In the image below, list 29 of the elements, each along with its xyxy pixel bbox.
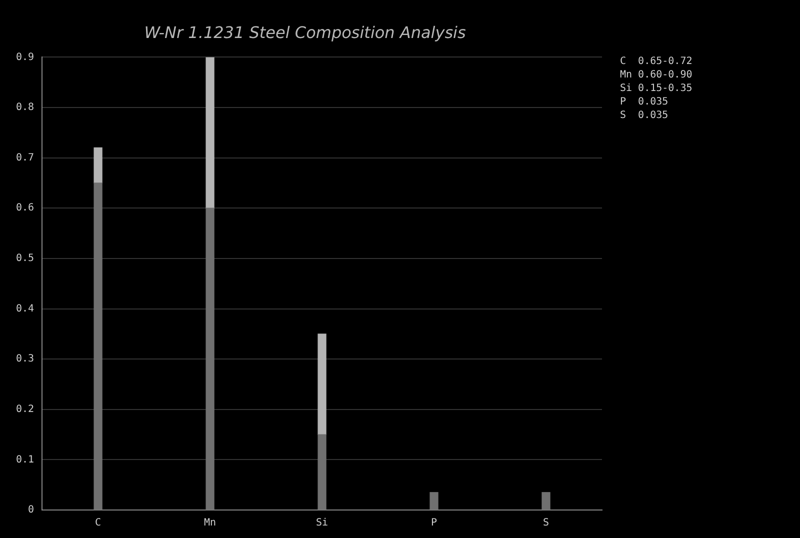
text: Mn 0.60-0.90 — [620, 69, 692, 80]
y-tick-label: 0.1 — [16, 454, 34, 466]
text: C 0.65-0.72 — [620, 56, 692, 67]
chart-title: W-Nr 1.1231 Steel Composition Analysis — [144, 22, 466, 42]
bar — [206, 57, 214, 208]
text: P 0.035 — [620, 96, 668, 108]
y-tick-label: 0.4 — [16, 303, 34, 314]
x-tick-label: Mn — [204, 518, 216, 529]
bar — [542, 492, 550, 510]
y-tick-label: 0.6 — [16, 202, 34, 214]
text: Si 0.15-0.35 — [620, 82, 692, 94]
x-tick-label: S — [542, 518, 550, 529]
x-tick-label: P — [431, 518, 438, 529]
bar — [94, 182, 102, 510]
bar — [318, 334, 326, 435]
bar — [206, 208, 214, 510]
bar — [430, 492, 438, 510]
y-tick-label: 0.2 — [16, 404, 34, 415]
y-tick-label: 0.8 — [16, 102, 34, 114]
bar — [318, 434, 326, 510]
text: S 0.035 — [620, 110, 668, 121]
y-tick-label: 0.5 — [16, 253, 34, 264]
y-tick-label: 0 — [28, 504, 34, 516]
y-tick-label: 0.9 — [16, 52, 34, 63]
y-tick-label: 0.3 — [16, 354, 34, 365]
y-tick-label: 0.7 — [16, 152, 34, 164]
x-tick-label: Si — [316, 518, 328, 529]
bar — [94, 147, 102, 184]
x-tick-label: C — [95, 518, 102, 529]
